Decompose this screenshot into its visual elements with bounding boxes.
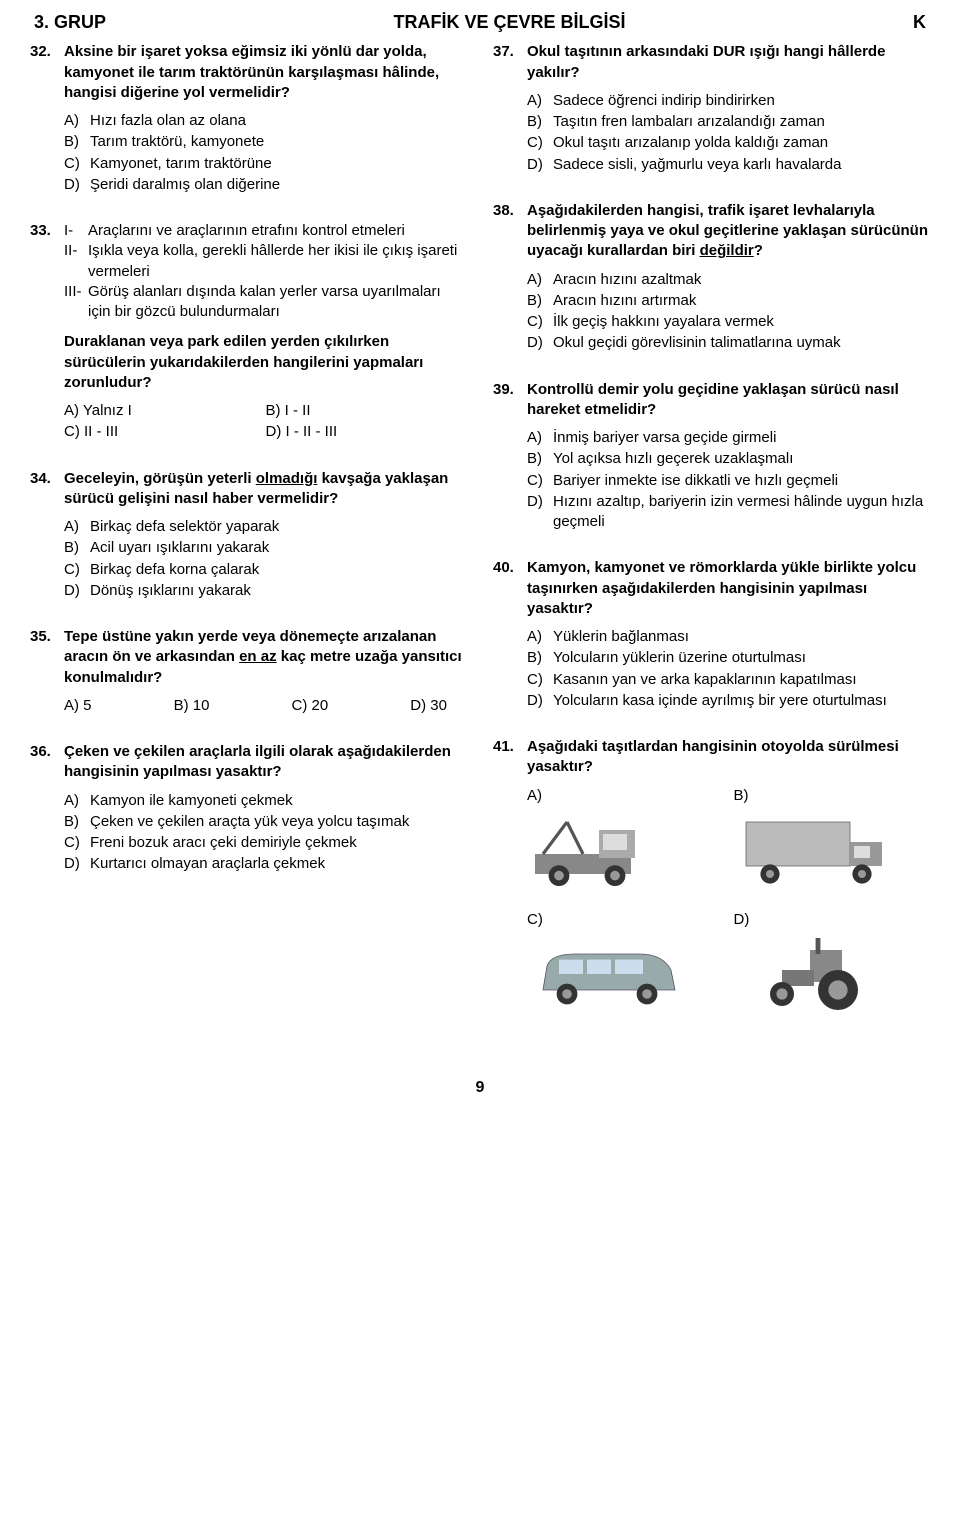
question-36: 36. Çeken ve çekilen araçlarla ilgili ol…: [30, 742, 467, 875]
question-32: 32. Aksine bir işaret yoksa eğimsiz iki …: [30, 42, 467, 195]
option-b: B)Aracın hızını artırmak: [527, 291, 930, 311]
option-c: C)İlk geçiş hakkını yayalara vermek: [527, 312, 930, 332]
qnum: 38.: [493, 201, 519, 221]
option-a: A)Aracın hızını azaltmak: [527, 270, 930, 290]
option-a: A)Kamyon ile kamyoneti çekmek: [64, 791, 467, 811]
option-d: D) 30: [410, 696, 447, 716]
left-column: 32. Aksine bir işaret yoksa eğimsiz iki …: [30, 42, 467, 1046]
option-b: B)Acil uyarı ışıklarını yakarak: [64, 538, 467, 558]
minivan-icon: [527, 934, 687, 1014]
option-b: B)Yolcuların yüklerin üzerine oturtulmas…: [527, 648, 930, 668]
qtext: Aksine bir işaret yoksa eğimsiz iki yönl…: [64, 42, 467, 103]
option-c: C) 20: [292, 696, 329, 716]
option-b: B)Taşıtın fren lambaları arızalandığı za…: [527, 112, 930, 132]
option-a: A)Birkaç defa selektör yaparak: [64, 517, 467, 537]
option-c: C)Freni bozuk aracı çeki demiriyle çekme…: [64, 833, 467, 853]
option-b: B): [734, 786, 931, 897]
option-c: C) II - III: [64, 422, 266, 442]
qtext: Duraklanan veya park edilen yerden çıkıl…: [64, 332, 467, 393]
qnum: 37.: [493, 42, 519, 62]
option-a: A)Yüklerin bağlanması: [527, 627, 930, 647]
tow-truck-icon: [527, 810, 687, 890]
header-center: TRAFİK VE ÇEVRE BİLGİSİ: [394, 10, 626, 34]
question-34: 34. Geceleyin, görüşün yeterli olmadığı …: [30, 469, 467, 602]
option-c: C)Bariyer inmekte ise dikkatli ve hızlı …: [527, 471, 930, 491]
option-b: B)Tarım traktörü, kamyonete: [64, 132, 467, 152]
question-39: 39. Kontrollü demir yolu geçidine yaklaş…: [493, 380, 930, 533]
tractor-icon: [734, 934, 894, 1014]
question-38: 38. Aşağıdakilerden hangisi, trafik işar…: [493, 201, 930, 354]
option-b: B)Yol açıksa hızlı geçerek uzaklaşmalı: [527, 449, 930, 469]
qnum: 32.: [30, 42, 56, 62]
option-a: A)Sadece öğrenci indirip bindirirken: [527, 91, 930, 111]
option-d: D) I - II - III: [266, 422, 468, 442]
option-d: D): [734, 910, 931, 1021]
option-d: D)Sadece sisli, yağmurlu veya karlı hava…: [527, 155, 930, 175]
option-b: B)Çeken ve çekilen araçta yük veya yolcu…: [64, 812, 467, 832]
header-left: 3. GRUP: [34, 10, 106, 34]
qtext: Kamyon, kamyonet ve römorklarda yükle bi…: [527, 558, 930, 619]
question-35: 35. Tepe üstüne yakın yerde veya dönemeç…: [30, 627, 467, 716]
option-a: A): [527, 786, 724, 897]
qtext: Çeken ve çekilen araçlarla ilgili olarak…: [64, 742, 467, 783]
option-c: C)Kasanın yan ve arka kapaklarının kapat…: [527, 670, 930, 690]
qnum: 40.: [493, 558, 519, 578]
option-c: C): [527, 910, 724, 1021]
question-41: 41. Aşağıdaki taşıtlardan hangisinin oto…: [493, 737, 930, 1021]
option-d: D)Şeridi daralmış olan diğerine: [64, 175, 467, 195]
option-d: D)Hızını azaltıp, bariyerin izin vermesi…: [527, 492, 930, 533]
option-d: D)Dönüş ışıklarını yakarak: [64, 581, 467, 601]
qtext: Geceleyin, görüşün yeterli olmadığı kavş…: [64, 469, 467, 510]
qnum: 33.: [30, 221, 56, 241]
qtext: Aşağıdakilerden hangisi, trafik işaret l…: [527, 201, 930, 262]
option-d: D)Okul geçidi görevlisinin talimatlarına…: [527, 333, 930, 353]
qnum: 41.: [493, 737, 519, 757]
qnum: 36.: [30, 742, 56, 762]
qnum: 34.: [30, 469, 56, 489]
qtext: Aşağıdaki taşıtlardan hangisinin otoyold…: [527, 737, 930, 778]
option-b: B) 10: [174, 696, 210, 716]
option-b: B) I - II: [266, 401, 468, 421]
page-number: 9: [30, 1077, 930, 1099]
option-d: D)Kurtarıcı olmayan araçlarla çekmek: [64, 854, 467, 874]
option-d: D)Yolcuların kasa içinde ayrılmış bir ye…: [527, 691, 930, 711]
qtext: Okul taşıtının arkasındaki DUR ışığı han…: [527, 42, 930, 83]
qnum: 39.: [493, 380, 519, 400]
qtext: Tepe üstüne yakın yerde veya dönemeçte a…: [64, 627, 467, 688]
option-c: C)Birkaç defa korna çalarak: [64, 560, 467, 580]
option-c: C)Okul taşıtı arızalanıp yolda kaldığı z…: [527, 133, 930, 153]
option-a: A) Yalnız I: [64, 401, 266, 421]
qnum: 35.: [30, 627, 56, 647]
right-column: 37. Okul taşıtının arkasındaki DUR ışığı…: [493, 42, 930, 1046]
option-c: C)Kamyonet, tarım traktörüne: [64, 154, 467, 174]
question-33: 33. I-Araçlarını ve araçlarının etrafını…: [30, 221, 467, 443]
question-37: 37. Okul taşıtının arkasındaki DUR ışığı…: [493, 42, 930, 175]
box-truck-icon: [734, 810, 894, 890]
option-a: A)Hızı fazla olan az olana: [64, 111, 467, 131]
page-header: 3. GRUP TRAFİK VE ÇEVRE BİLGİSİ K: [30, 10, 930, 34]
qtext: Kontrollü demir yolu geçidine yaklaşan s…: [527, 380, 930, 421]
question-40: 40. Kamyon, kamyonet ve römorklarda yükl…: [493, 558, 930, 711]
option-a: A)İnmiş bariyer varsa geçide girmeli: [527, 428, 930, 448]
header-right: K: [913, 10, 926, 34]
option-a: A) 5: [64, 696, 92, 716]
